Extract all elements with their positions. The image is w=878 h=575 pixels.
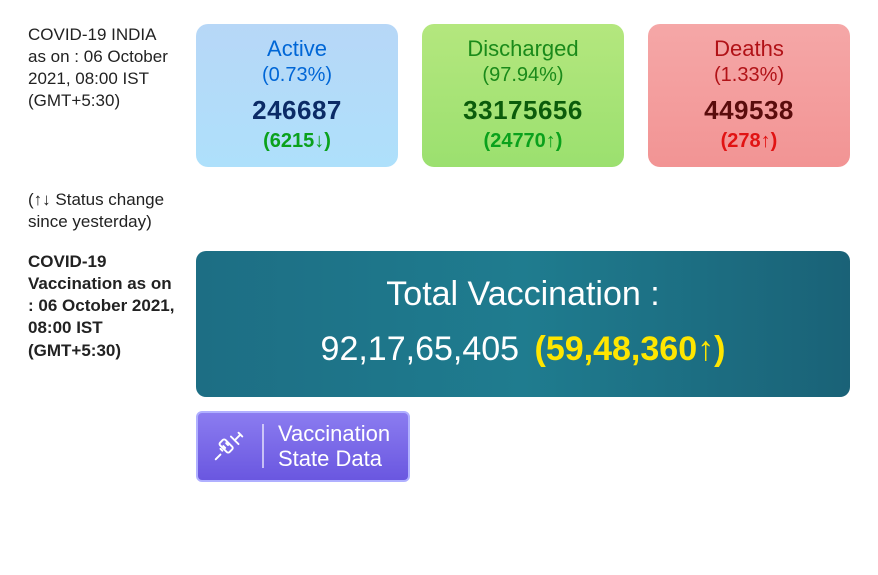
stat-cards: Active (0.73%) 246687 (6215↓) Discharged… (196, 24, 850, 167)
card-deaths-pct: (1.33%) (656, 64, 842, 87)
card-active: Active (0.73%) 246687 (6215↓) (196, 24, 398, 167)
vaccination-total: 92,17,65,405 (321, 330, 520, 368)
card-deaths-title: Deaths (656, 36, 842, 62)
vaccination-banner: Total Vaccination : 92,17,65,405 (59,48,… (196, 251, 850, 397)
card-deaths-count: 449538 (656, 95, 842, 126)
vaccination-title: Total Vaccination : (216, 275, 830, 314)
vaccination-state-data-label: Vaccination State Data (278, 421, 390, 472)
syringe-icon (210, 427, 248, 465)
vaccination-asof-label: COVID-19 Vaccination as on : 06 October … (28, 251, 178, 397)
vaccination-state-data-button[interactable]: Vaccination State Data (196, 411, 410, 482)
card-discharged-delta: (24770↑) (430, 130, 616, 153)
card-active-count: 246687 (204, 95, 390, 126)
card-active-delta: (6215↓) (204, 130, 390, 153)
card-active-title: Active (204, 36, 390, 62)
status-asof-label: COVID-19 INDIA as on : 06 October 2021, … (28, 24, 178, 112)
card-discharged-title: Discharged (430, 36, 616, 62)
vaccination-numbers: 92,17,65,405 (59,48,360↑) (216, 330, 830, 369)
card-deaths: Deaths (1.33%) 449538 (278↑) (648, 24, 850, 167)
card-deaths-delta: (278↑) (656, 130, 842, 153)
button-separator (262, 424, 264, 468)
card-discharged-count: 33175656 (430, 95, 616, 126)
card-discharged-pct: (97.94%) (430, 64, 616, 87)
card-discharged: Discharged (97.94%) 33175656 (24770↑) (422, 24, 624, 167)
vaccination-delta: (59,48,360↑) (535, 330, 726, 368)
card-active-pct: (0.73%) (204, 64, 390, 87)
change-legend: (↑↓ Status change since yesterday) (28, 189, 178, 233)
